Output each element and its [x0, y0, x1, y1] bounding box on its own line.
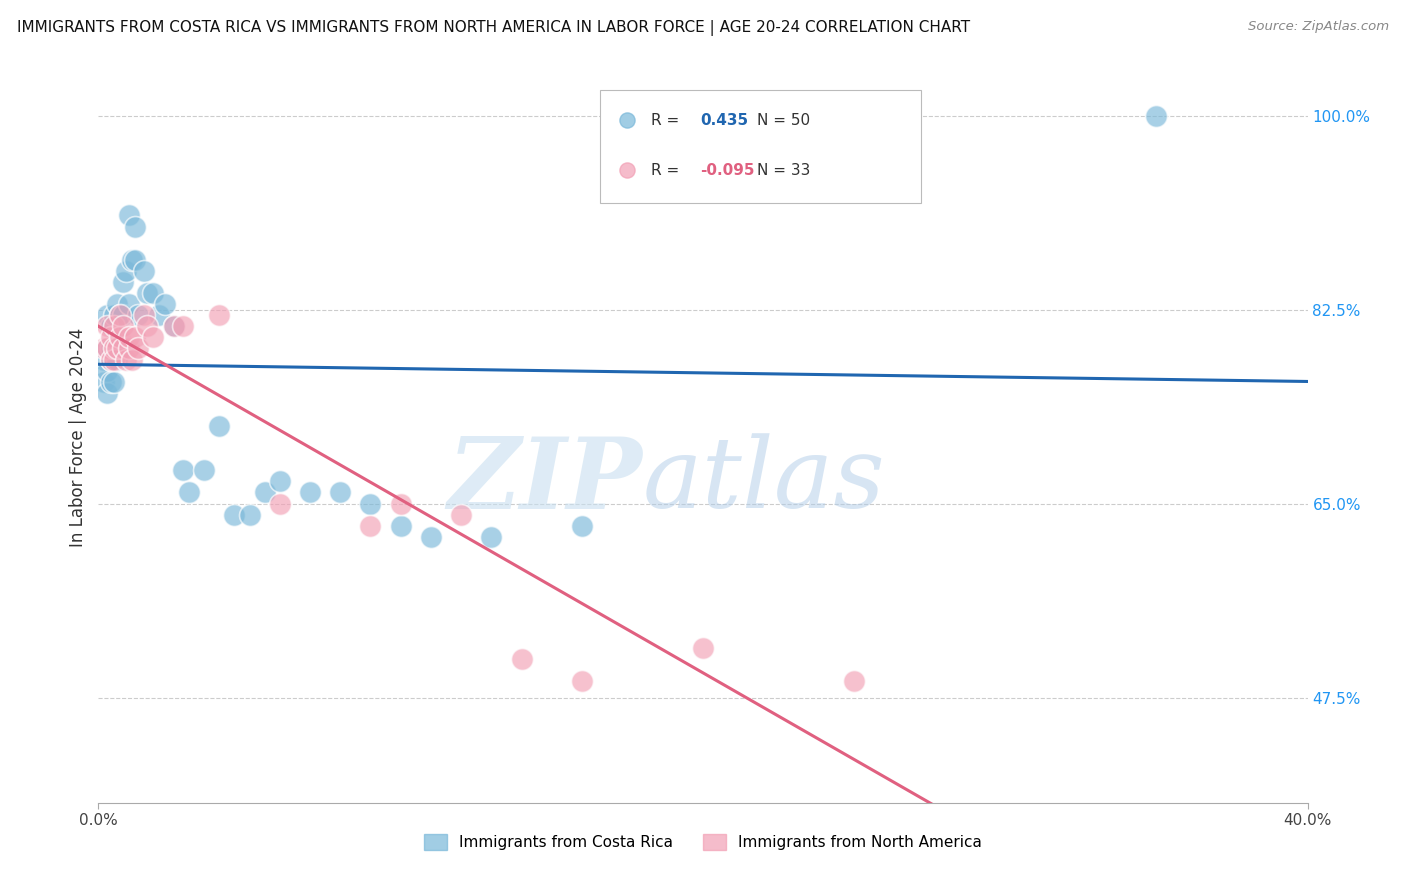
Point [844, 673, 866, 688]
Point [114, 352, 136, 367]
Point [103, 342, 125, 356]
Point [135, 285, 157, 300]
Point [108, 308, 131, 322]
Point [103, 319, 125, 334]
Point [269, 497, 291, 511]
Point [124, 252, 146, 267]
Point [329, 485, 352, 500]
Point [142, 285, 165, 300]
Point [269, 475, 291, 489]
Point [103, 375, 125, 389]
Point [124, 219, 146, 234]
Point [420, 530, 443, 544]
Point [481, 530, 503, 544]
Point [105, 297, 128, 311]
Point [571, 518, 593, 533]
Point [121, 252, 143, 267]
Text: ZIP: ZIP [447, 433, 643, 529]
Point [105, 352, 128, 367]
Legend: Immigrants from Costa Rica, Immigrants from North America: Immigrants from Costa Rica, Immigrants f… [423, 834, 983, 850]
Point [148, 308, 170, 322]
Point [93, 375, 115, 389]
Point [100, 375, 122, 389]
Text: 0.435: 0.435 [700, 113, 749, 128]
Point [224, 508, 246, 522]
Point [96, 319, 118, 334]
Point [96, 308, 118, 322]
Point [93, 342, 115, 356]
Point [692, 153, 714, 167]
Point [111, 342, 134, 356]
Text: R =: R = [651, 113, 685, 128]
Text: IMMIGRANTS FROM COSTA RICA VS IMMIGRANTS FROM NORTH AMERICA IN LABOR FORCE | AGE: IMMIGRANTS FROM COSTA RICA VS IMMIGRANTS… [17, 20, 970, 36]
Point [121, 352, 143, 367]
Y-axis label: In Labor Force | Age 20-24: In Labor Force | Age 20-24 [69, 327, 87, 547]
Point [103, 342, 125, 356]
Point [100, 352, 122, 367]
Point [100, 330, 122, 344]
Point [103, 352, 125, 367]
Text: N = 33: N = 33 [758, 162, 811, 178]
Point [100, 352, 122, 367]
Point [105, 330, 128, 344]
Point [96, 342, 118, 356]
Text: -0.095: -0.095 [700, 162, 755, 178]
Point [571, 673, 593, 688]
Point [132, 264, 155, 278]
Point [100, 342, 122, 356]
Point [450, 508, 472, 522]
Point [389, 497, 412, 511]
Point [253, 485, 276, 500]
Point [127, 308, 149, 322]
Point [510, 651, 533, 665]
Text: atlas: atlas [643, 434, 886, 529]
Point [153, 297, 176, 311]
Point [108, 330, 131, 344]
Point [179, 485, 201, 500]
Point [93, 352, 115, 367]
Text: Source: ZipAtlas.com: Source: ZipAtlas.com [1249, 20, 1389, 33]
Point [163, 319, 186, 334]
Text: R =: R = [651, 162, 685, 178]
Point [114, 264, 136, 278]
Point [118, 209, 141, 223]
FancyBboxPatch shape [600, 90, 921, 203]
Point [208, 308, 231, 322]
Point [111, 308, 134, 322]
Point [208, 419, 231, 434]
Point [118, 297, 141, 311]
Point [172, 463, 194, 477]
Point [108, 308, 131, 322]
Point [692, 640, 714, 655]
Point [118, 342, 141, 356]
Point [96, 385, 118, 400]
Point [360, 497, 382, 511]
Point [105, 342, 128, 356]
Point [124, 330, 146, 344]
Point [360, 518, 382, 533]
Point [239, 508, 262, 522]
Point [127, 342, 149, 356]
Point [172, 319, 194, 334]
Point [100, 319, 122, 334]
Point [96, 363, 118, 377]
Point [103, 308, 125, 322]
Point [132, 308, 155, 322]
Point [96, 342, 118, 356]
Point [193, 463, 215, 477]
Point [299, 485, 322, 500]
Point [135, 319, 157, 334]
Point [1144, 109, 1167, 123]
Point [118, 330, 141, 344]
Point [163, 319, 186, 334]
Point [111, 275, 134, 289]
Point [142, 330, 165, 344]
Point [111, 319, 134, 334]
Point [389, 518, 412, 533]
Point [108, 342, 131, 356]
Text: N = 50: N = 50 [758, 113, 810, 128]
